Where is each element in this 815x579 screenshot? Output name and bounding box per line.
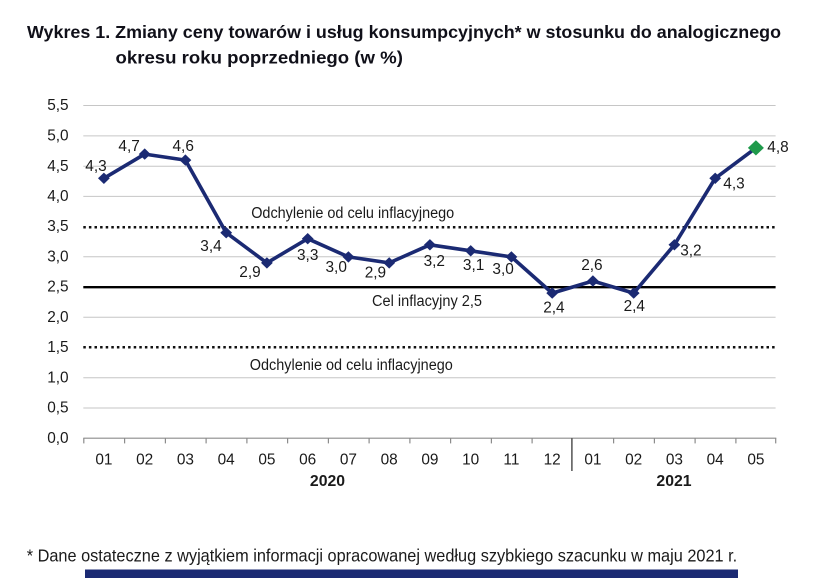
svg-text:03: 03 — [177, 452, 194, 469]
svg-text:3,1: 3,1 — [463, 257, 484, 274]
svg-text:10: 10 — [462, 452, 479, 469]
svg-text:Odchylenie od celu inflacyjneg: Odchylenie od celu inflacyjnego — [251, 205, 454, 222]
svg-text:5,0: 5,0 — [47, 128, 68, 145]
svg-text:2,0: 2,0 — [47, 309, 68, 326]
svg-text:0,0: 0,0 — [47, 430, 68, 447]
svg-text:1,5: 1,5 — [47, 339, 68, 356]
svg-text:01: 01 — [584, 452, 601, 469]
svg-text:3,2: 3,2 — [680, 243, 701, 260]
svg-text:04: 04 — [707, 452, 725, 469]
svg-text:3,0: 3,0 — [47, 248, 68, 265]
svg-text:06: 06 — [299, 452, 316, 469]
svg-text:1,0: 1,0 — [47, 369, 68, 386]
svg-text:4,0: 4,0 — [47, 188, 68, 205]
svg-text:5,5: 5,5 — [47, 97, 68, 114]
svg-text:2,5: 2,5 — [47, 279, 68, 296]
svg-text:2021: 2021 — [656, 473, 691, 490]
svg-text:Wykres 1. Zmiany ceny towarów: Wykres 1. Zmiany ceny towarów i usług ko… — [27, 22, 781, 42]
svg-text:2,9: 2,9 — [239, 264, 260, 281]
svg-text:4,6: 4,6 — [172, 138, 193, 155]
svg-text:4,8: 4,8 — [767, 139, 788, 156]
svg-text:2,4: 2,4 — [543, 300, 565, 317]
svg-text:01: 01 — [95, 452, 112, 469]
svg-text:2,4: 2,4 — [624, 298, 646, 315]
svg-text:09: 09 — [421, 452, 438, 469]
svg-text:05: 05 — [258, 452, 275, 469]
svg-text:0,5: 0,5 — [47, 400, 68, 417]
svg-text:12: 12 — [544, 452, 561, 469]
svg-text:05: 05 — [747, 452, 764, 469]
svg-text:* Dane ostateczne z wyjątkiem: * Dane ostateczne z wyjątkiem informacji… — [27, 545, 738, 565]
svg-text:Cel inflacyjny 2,5: Cel inflacyjny 2,5 — [372, 293, 482, 310]
svg-text:4,5: 4,5 — [47, 158, 68, 175]
svg-text:4,3: 4,3 — [85, 158, 106, 175]
svg-text:3,3: 3,3 — [297, 247, 318, 264]
svg-text:3,4: 3,4 — [200, 238, 222, 255]
svg-text:4,7: 4,7 — [118, 138, 139, 155]
svg-text:02: 02 — [136, 452, 153, 469]
svg-text:08: 08 — [381, 452, 398, 469]
svg-text:2,6: 2,6 — [581, 257, 602, 274]
svg-text:4,3: 4,3 — [723, 176, 744, 193]
svg-text:3,2: 3,2 — [424, 253, 445, 270]
svg-text:3,0: 3,0 — [325, 259, 346, 276]
svg-text:04: 04 — [218, 452, 236, 469]
svg-text:2020: 2020 — [310, 473, 345, 490]
svg-text:07: 07 — [340, 452, 357, 469]
svg-text:3,0: 3,0 — [492, 261, 513, 278]
svg-text:Odchylenie od celu inflacyjneg: Odchylenie od celu inflacyjnego — [250, 357, 453, 374]
svg-text:11: 11 — [503, 452, 519, 469]
svg-text:03: 03 — [666, 452, 683, 469]
svg-text:3,5: 3,5 — [47, 218, 68, 235]
svg-text:02: 02 — [625, 452, 642, 469]
svg-text:okresu roku poprzedniego (w %): okresu roku poprzedniego (w %) — [116, 47, 403, 67]
svg-text:2,9: 2,9 — [365, 265, 386, 282]
